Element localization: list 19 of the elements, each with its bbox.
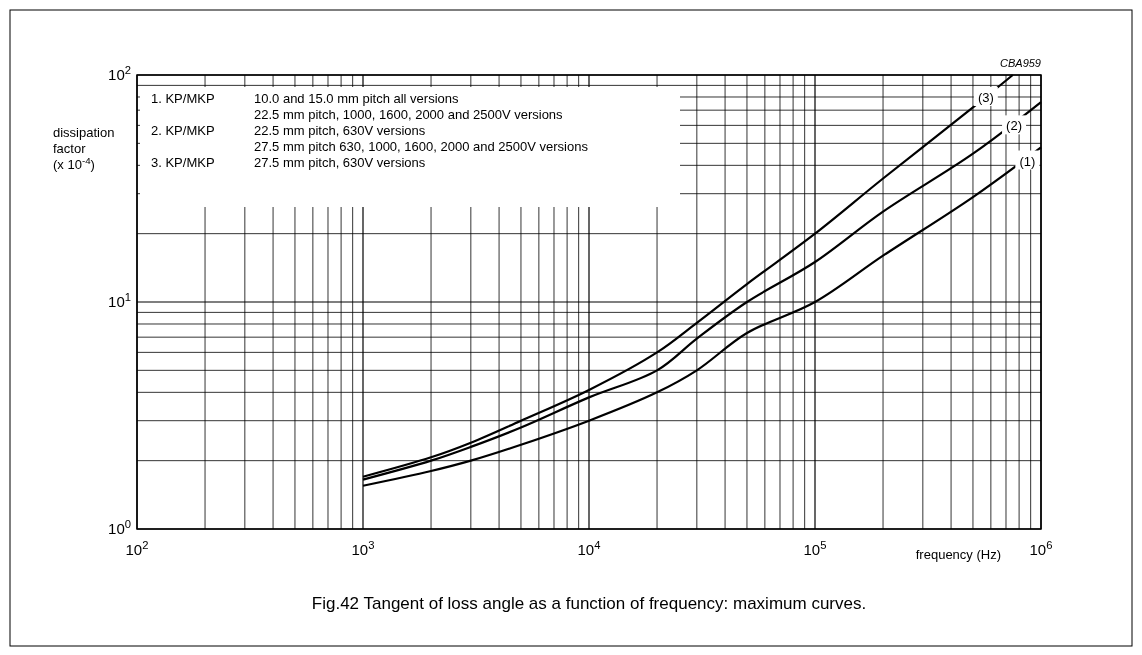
y-axis-title: dissipation factor (x 10$^{-4}$) (53, 125, 115, 172)
x-tick-label: 10$^{3}$ (351, 539, 375, 558)
x-tick-label: 10$^{5}$ (803, 539, 827, 558)
y-tick-label: 10$^{1}$ (108, 291, 131, 310)
text: CBA959 (1000, 57, 1041, 69)
annotation: 27.5 mm pitch 630, 1000, 1600, 2000 and 2500V versions (254, 139, 589, 154)
y-tick-label: 10$^{0}$ (108, 518, 131, 537)
curve-label: (3) (973, 87, 998, 106)
x-tick-label: 10$^{2}$ (125, 539, 149, 558)
text: Fig.42 Tangent of loss angle as a function of frequency: maximum curves. (311, 594, 867, 613)
annotation: (3) (977, 90, 994, 105)
x-axis-title: frequency (Hz) (915, 547, 1001, 562)
note-box: 1. KP/MKP 10.0 and 15.0 mm pitch all versions 22.5 mm pitch, 1000, 1600, 2000 and 2500V versions 2. KP/MKP 22.5 mm pitch, 630V versions 27.5 mm pitch 630, 1000, 1600, 2000 and 2500V versions 3. KP/MKP 27.5 mm pitch, 630V versions (140, 87, 680, 207)
x-tick-label: 10$^{4}$ (577, 539, 601, 558)
curve-label: (2) (1002, 115, 1027, 135)
y-tick-label: 10$^{2}$ (108, 64, 131, 83)
x-tick-label: 10$^{6}$ (1029, 539, 1053, 558)
curve-label: (1) (1015, 150, 1040, 170)
annotation: 22.5 mm pitch, 1000, 1600, 2000 and 2500V versions (254, 107, 564, 122)
